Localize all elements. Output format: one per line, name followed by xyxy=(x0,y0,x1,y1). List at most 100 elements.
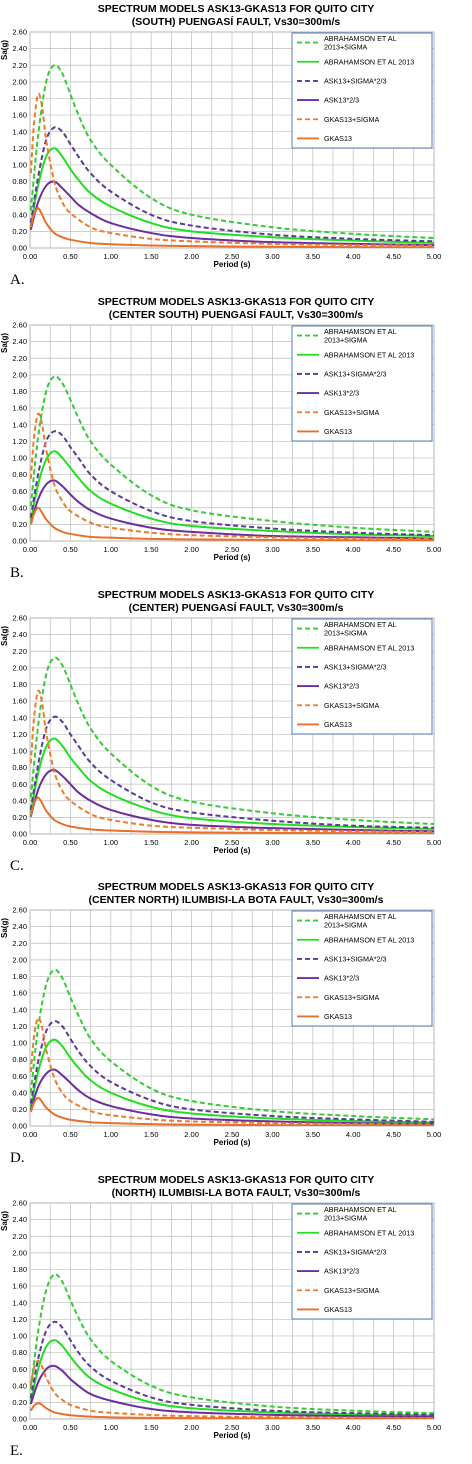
x-tick-label: 1.00 xyxy=(103,252,118,261)
y-tick-label: 2.20 xyxy=(12,939,27,948)
chart-title: SPECTRUM MODELS ASK13-GKAS13 FOR QUITO C… xyxy=(98,589,375,601)
y-tick-label: 2.20 xyxy=(12,61,27,70)
x-tick-label: 1.50 xyxy=(144,252,159,261)
legend-label: GKAS13 xyxy=(324,720,352,729)
legend-label: ABRAHAMSON ET AL 2013 xyxy=(324,1228,414,1237)
x-tick-label: 1.00 xyxy=(103,838,118,847)
series-line xyxy=(30,375,434,533)
x-axis-label: Period (s) xyxy=(214,1431,251,1440)
x-tick-label: 4.50 xyxy=(386,1423,401,1432)
legend-label: ABRAHAMSON ET AL 2013 xyxy=(324,643,414,652)
x-tick-label: 3.50 xyxy=(305,545,320,554)
x-tick-label: 3.50 xyxy=(305,1130,320,1139)
x-tick-label: 0.50 xyxy=(63,545,78,554)
x-tick-label: 0.00 xyxy=(23,252,38,261)
panel-label: A. xyxy=(10,272,25,288)
series-group xyxy=(30,64,434,248)
y-tick-label: 0.20 xyxy=(12,813,27,822)
x-tick-label: 4.00 xyxy=(346,1130,361,1139)
x-tick-label: 1.00 xyxy=(103,1130,118,1139)
legend-label: ASK13+SIGMA*2/3 xyxy=(324,369,387,378)
chart-svg: SPECTRUM MODELS ASK13-GKAS13 FOR QUITO C… xyxy=(0,589,441,855)
y-tick-label: 1.20 xyxy=(12,1315,27,1324)
x-tick-label: 5.00 xyxy=(427,252,442,261)
y-axis-label: Sa(g) xyxy=(0,1211,9,1231)
y-tick-label: 0.20 xyxy=(12,1398,27,1407)
panel-label: C. xyxy=(10,857,24,874)
y-tick-label: 0.20 xyxy=(12,1105,27,1114)
series-line xyxy=(30,506,434,541)
y-tick-label: 0.40 xyxy=(12,796,27,805)
y-tick-label: 1.00 xyxy=(12,746,27,755)
y-tick-label: 0.00 xyxy=(12,536,27,545)
legend-label: ABRAHAMSON ET AL 2013 xyxy=(324,350,414,359)
legend-label: ASK13+SIGMA*2/3 xyxy=(324,662,387,671)
panel-label: E. xyxy=(10,1443,23,1460)
legend-box xyxy=(291,910,433,1027)
legend-box xyxy=(291,325,433,442)
x-tick-label: 5.00 xyxy=(427,1130,442,1139)
legend-label: ABRAHAMSON ET AL xyxy=(324,34,397,43)
y-axis-label: Sa(g) xyxy=(0,625,9,645)
x-tick-label: 0.50 xyxy=(63,252,78,261)
y-tick-label: 0.80 xyxy=(12,1056,27,1065)
series-line xyxy=(30,126,434,243)
series-line xyxy=(30,1068,434,1126)
y-tick-label: 1.80 xyxy=(12,1265,27,1274)
y-tick-label: 0.20 xyxy=(12,520,27,529)
y-tick-label: 0.00 xyxy=(12,1122,27,1131)
x-tick-label: 1.50 xyxy=(144,1130,159,1139)
y-tick-label: 1.60 xyxy=(12,111,27,120)
y-tick-label: 2.60 xyxy=(12,320,27,329)
x-tick-label: 3.00 xyxy=(265,252,280,261)
chart-title: (SOUTH) PUENGASÍ FAULT, Vs30=300m/s xyxy=(132,15,341,28)
legend-label: ASK13*2/3 xyxy=(324,681,359,690)
y-tick-label: 1.00 xyxy=(12,1039,27,1048)
series-line xyxy=(30,180,434,247)
legend-label: 2013+SIGMA xyxy=(324,42,368,51)
y-axis-label: Sa(g) xyxy=(0,40,9,60)
chart-svg: SPECTRUM MODELS ASK13-GKAS13 FOR QUITO C… xyxy=(0,3,442,269)
legend-label: 2013+SIGMA xyxy=(324,921,368,930)
x-tick-label: 0.50 xyxy=(63,1423,78,1432)
x-tick-label: 1.50 xyxy=(144,1423,159,1432)
y-tick-label: 0.60 xyxy=(12,779,27,788)
series-line xyxy=(30,1364,434,1419)
chart-title: (CENTER NORTH) ILUMBISI-LA BOTA FAULT, V… xyxy=(89,894,384,906)
y-tick-label: 2.60 xyxy=(12,28,27,37)
series-line xyxy=(30,715,434,829)
legend-box xyxy=(291,1203,433,1320)
x-tick-label: 2.50 xyxy=(225,838,240,847)
legend-label: 2013+SIGMA xyxy=(324,335,368,344)
x-tick-label: 3.50 xyxy=(305,838,320,847)
x-tick-label: 2.00 xyxy=(184,838,199,847)
x-tick-label: 3.50 xyxy=(305,252,320,261)
x-tick-label: 1.50 xyxy=(144,838,159,847)
y-tick-label: 2.00 xyxy=(12,956,27,965)
x-tick-label: 0.00 xyxy=(23,838,38,847)
y-tick-label: 2.40 xyxy=(12,44,27,53)
y-tick-label: 0.60 xyxy=(12,487,27,496)
chart-panel: SPECTRUM MODELS ASK13-GKAS13 FOR QUITO C… xyxy=(0,0,472,292)
y-tick-label: 2.60 xyxy=(12,906,27,915)
series-line xyxy=(30,450,434,537)
y-tick-label: 2.40 xyxy=(12,337,27,346)
x-tick-label: 4.50 xyxy=(386,252,401,261)
x-tick-label: 3.00 xyxy=(265,1423,280,1432)
y-tick-label: 0.40 xyxy=(12,1089,27,1098)
y-tick-label: 2.20 xyxy=(12,354,27,363)
legend-label: ABRAHAMSON ET AL xyxy=(324,912,397,921)
y-tick-label: 1.40 xyxy=(12,1298,27,1307)
legend-label: ABRAHAMSON ET AL xyxy=(324,619,397,628)
y-axis-label: Sa(g) xyxy=(0,332,9,352)
y-tick-label: 1.00 xyxy=(12,453,27,462)
x-tick-label: 2.00 xyxy=(184,1423,199,1432)
series-line xyxy=(30,64,434,240)
y-tick-label: 1.60 xyxy=(12,1282,27,1291)
x-tick-label: 2.50 xyxy=(225,1423,240,1432)
y-tick-label: 0.80 xyxy=(12,763,27,772)
series-line xyxy=(30,969,434,1121)
panel-label: B. xyxy=(10,564,24,581)
y-tick-label: 0.00 xyxy=(12,1415,27,1424)
y-tick-label: 2.00 xyxy=(12,1249,27,1258)
